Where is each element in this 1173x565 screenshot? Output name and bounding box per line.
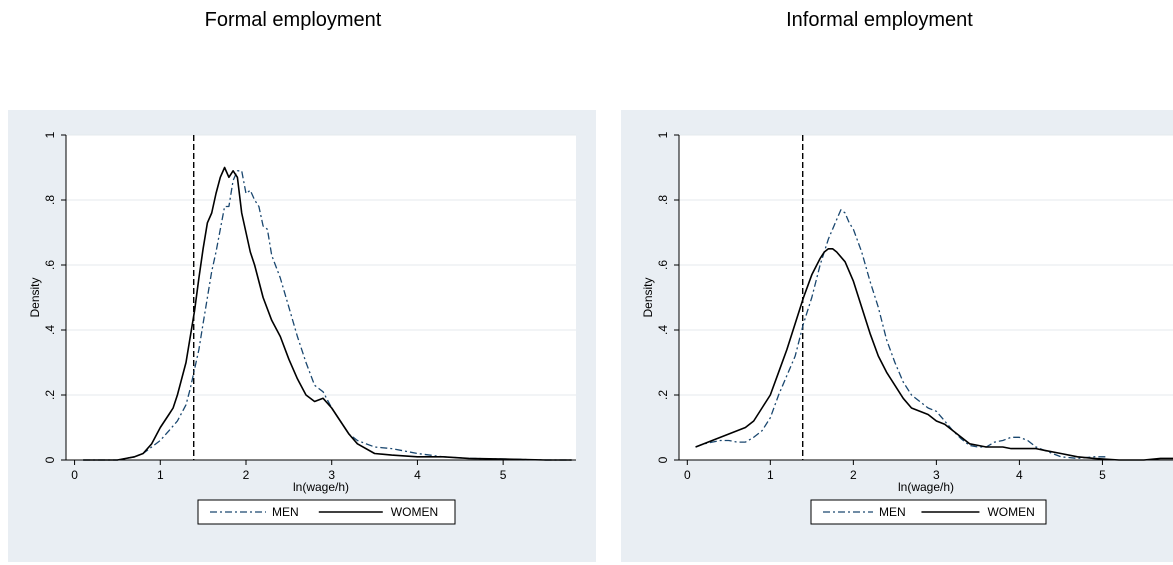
y-tick-label: 1 [656, 131, 670, 138]
x-tick-label: 4 [414, 468, 421, 482]
x-tick-label: 1 [157, 468, 164, 482]
legend: MEN WOMEN [810, 499, 1047, 525]
x-tick-label: 3 [328, 468, 335, 482]
y-tick-label: .2 [43, 390, 57, 400]
x-tick-label: 3 [933, 468, 940, 482]
y-axis-title: Density [641, 277, 655, 317]
y-tick-label: .4 [43, 325, 57, 335]
x-tick-label: 4 [1016, 468, 1023, 482]
series-line-women [83, 166, 572, 461]
y-tick-label: .6 [656, 260, 670, 270]
x-axis-title: ln(wage/h) [293, 480, 349, 494]
x-tick-label: 2 [850, 468, 857, 482]
x-axis-title: ln(wage/h) [898, 480, 954, 494]
legend: MEN WOMEN [197, 499, 456, 525]
y-tick-label: .8 [656, 195, 670, 205]
legend-label-women: WOMEN [987, 505, 1034, 519]
x-tick-label: 1 [767, 468, 774, 482]
legend-label-women: WOMEN [391, 505, 438, 519]
chart-formal-employment: 0 .2 .4 .6 .8 1 0 1 2 3 4 5 ln(wage/h) Density MEN WOME… [8, 110, 596, 562]
y-tick-label: 1 [43, 131, 57, 138]
legend-label-men: MEN [272, 505, 299, 519]
plot-area [66, 135, 576, 460]
y-tick-label: 0 [43, 456, 57, 463]
legend-label-men: MEN [879, 505, 906, 519]
chart-title-formal: Formal employment [204, 9, 382, 31]
x-tick-label: 0 [71, 468, 78, 482]
y-tick-label: .6 [43, 260, 57, 270]
x-tick-label: 5 [1099, 468, 1106, 482]
x-tick-label: 0 [684, 468, 691, 482]
y-tick-label: .8 [43, 195, 57, 205]
plot-area [679, 135, 1173, 460]
chart-title-informal: Informal employment [786, 9, 973, 31]
series-line-men [83, 170, 572, 461]
y-tick-label: .2 [656, 390, 670, 400]
chart-informal-employment: 0 .2 .4 .6 .8 1 0 1 2 3 4 5 ln(wage/h) Density MEN WOME… [621, 110, 1173, 562]
series-line-men [695, 209, 1107, 460]
x-tick-label: 5 [500, 468, 507, 482]
series-line-women [695, 248, 1173, 461]
y-tick-label: 0 [656, 456, 670, 463]
y-axis-title: Density [28, 277, 42, 317]
x-tick-label: 2 [243, 468, 250, 482]
y-tick-label: .4 [656, 325, 670, 335]
